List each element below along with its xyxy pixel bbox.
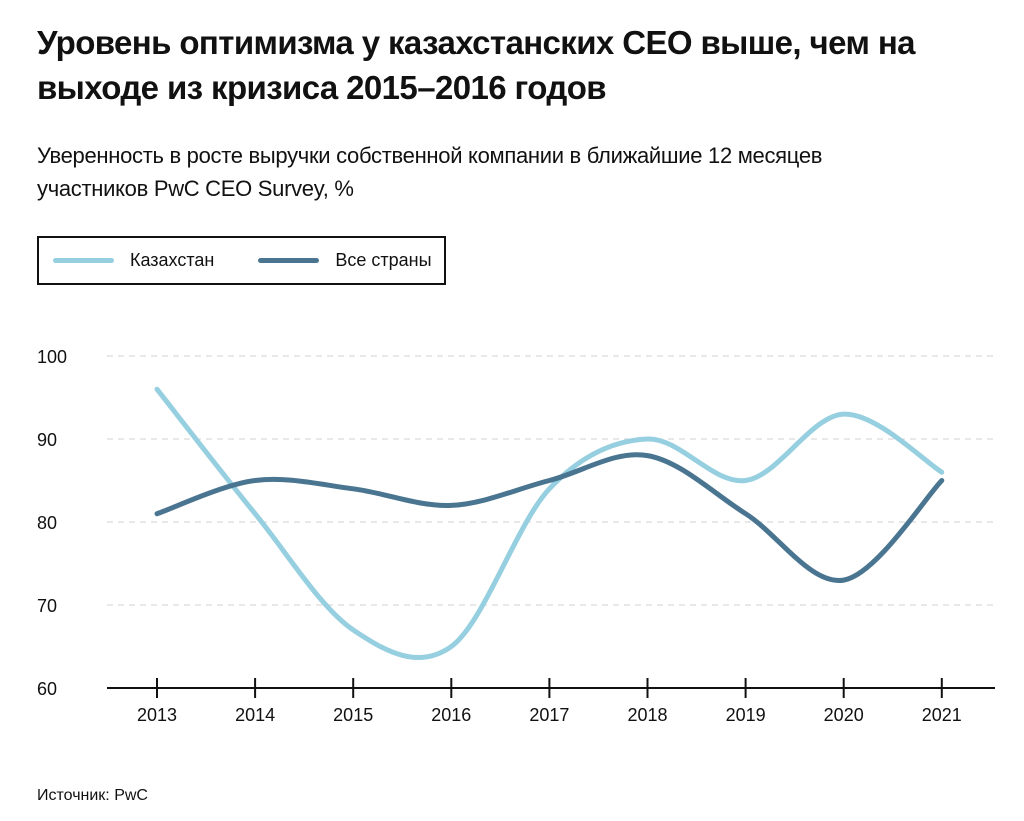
y-tick-label-90: 90 xyxy=(37,430,57,450)
series-line-kazakhstan xyxy=(154,386,945,660)
source-note: Источник: PwC xyxy=(37,787,148,804)
y-tick-label-80: 80 xyxy=(37,513,57,533)
y-tick-label-100: 100 xyxy=(37,347,67,367)
legend-swatch-all-countries xyxy=(258,258,320,263)
x-tick-label-2014: 2014 xyxy=(235,705,275,725)
series-line-all-countries xyxy=(154,452,945,583)
x-tick-label-2017: 2017 xyxy=(529,705,569,725)
x-tick-label-2021: 2021 xyxy=(922,705,962,725)
x-tick-label-2016: 2016 xyxy=(431,705,471,725)
x-tick-label-2018: 2018 xyxy=(627,705,667,725)
legend-label-kazakhstan: Казахстан xyxy=(130,250,215,270)
y-tick-label-60: 60 xyxy=(37,679,57,699)
legend-item-all-countries: Все страны xyxy=(258,238,432,283)
x-tick-label-2019: 2019 xyxy=(726,705,766,725)
x-tick-label-2020: 2020 xyxy=(824,705,864,725)
y-tick-label-70: 70 xyxy=(37,596,57,616)
legend: Казахстан Все страны xyxy=(37,236,446,285)
legend-item-kazakhstan: Казахстан xyxy=(53,238,214,283)
x-tick-label-2013: 2013 xyxy=(137,705,177,725)
legend-label-all-countries: Все страны xyxy=(335,250,432,270)
line-chart: 60 70 80 90 100 2013 2014 2015 2016 2017 2018 2019 2… xyxy=(37,347,995,725)
chart-subtitle: Уверенность в росте выручки собственной … xyxy=(37,143,823,201)
legend-swatch-kazakhstan xyxy=(53,258,114,263)
chart-title: Уровень оптимизма у казахстанских CEO вы… xyxy=(37,24,916,106)
x-tick-label-2015: 2015 xyxy=(333,705,373,725)
